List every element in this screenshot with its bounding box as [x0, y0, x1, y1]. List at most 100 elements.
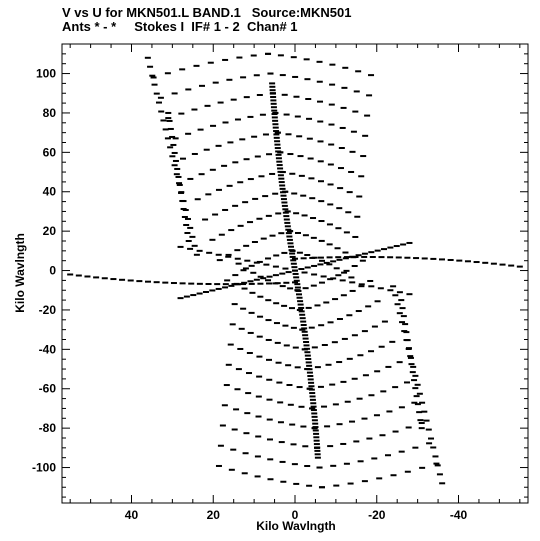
uv-sample [293, 279, 300, 282]
uv-sample [189, 235, 196, 238]
uv-sample [328, 123, 335, 126]
uv-sample [266, 398, 273, 401]
uv-sample [348, 276, 355, 279]
uv-sample [244, 259, 251, 262]
uv-sample [308, 385, 315, 388]
uv-sample [194, 198, 201, 201]
uv-sample [247, 331, 254, 334]
uv-sample [215, 144, 222, 147]
uv-sample [281, 304, 288, 307]
uv-sample [222, 121, 229, 124]
uv-sample [277, 174, 284, 177]
uv-sample [359, 259, 366, 262]
uv-sample [162, 128, 169, 131]
uv-sample [393, 245, 400, 248]
x-axis-label: Kilo Wavlngth [256, 519, 336, 533]
uv-sample [398, 299, 405, 302]
uv-sample [316, 80, 323, 83]
uv-sample [306, 137, 313, 140]
uv-sample [221, 164, 228, 167]
y-tick-label: -60 [39, 382, 57, 396]
uv-sample [302, 287, 309, 290]
uv-sample [287, 245, 294, 248]
uv-sample [310, 405, 317, 408]
uv-sample [352, 235, 359, 238]
uv-sample [223, 384, 230, 387]
uv-sample [180, 207, 187, 210]
uv-sample [294, 286, 301, 289]
uv-sample [282, 208, 289, 211]
uv-sample [279, 187, 286, 190]
uv-sample [247, 115, 254, 118]
uv-sample [299, 328, 306, 331]
uv-sample [191, 108, 198, 111]
uv-sample [243, 432, 250, 435]
uv-sample [242, 452, 249, 455]
uv-sample [281, 93, 288, 96]
uv-sample [272, 126, 279, 129]
uv-sample [294, 366, 301, 369]
uv-sample [300, 323, 307, 326]
uv-sample [236, 56, 243, 59]
uv-sample [314, 446, 321, 449]
uv-sample [232, 204, 239, 207]
uv-sample [301, 348, 308, 351]
uv-sample [269, 234, 276, 237]
uv-sample [283, 281, 290, 284]
uv-sample [286, 384, 293, 387]
uv-sample [336, 258, 343, 261]
uv-sample [361, 252, 368, 255]
uv-sample [404, 381, 411, 384]
uv-sample [207, 61, 214, 64]
uv-sample [265, 299, 272, 302]
uv-sample [155, 101, 162, 104]
uv-sample [275, 212, 282, 215]
uv-sample [361, 417, 368, 420]
uv-sample [384, 454, 391, 457]
uv-sample [278, 232, 285, 235]
uv-sample [172, 159, 179, 162]
uv-sample [305, 358, 312, 361]
uv-sample [482, 261, 489, 264]
uv-sample [279, 74, 286, 77]
y-tick-label: 60 [43, 145, 57, 159]
chart-subtitle: Ants * - * Stokes I IF# 1 - 2 Chan# 1 [62, 19, 298, 34]
uv-sample [172, 137, 179, 140]
uv-sample [169, 135, 176, 138]
uv-sample [374, 370, 381, 373]
uv-sample [292, 257, 298, 260]
uv-sample [279, 460, 286, 463]
uv-sample [362, 374, 369, 377]
uv-sample [165, 117, 172, 120]
uv-sample [358, 283, 365, 286]
uv-sample [340, 380, 347, 383]
uv-sample [317, 160, 324, 163]
uv-sample [327, 321, 334, 324]
uv-sample [287, 287, 294, 290]
uv-sample [309, 197, 316, 200]
uv-sample [311, 412, 318, 415]
uv-sample [400, 315, 407, 318]
uv-sample [341, 271, 348, 274]
x-tick-label: -20 [368, 508, 386, 522]
uv-sample [304, 354, 311, 357]
uv-sample [407, 355, 414, 358]
uv-sample [327, 203, 334, 206]
uv-sample [294, 289, 301, 292]
uv-sample [230, 98, 237, 101]
uv-sample [165, 111, 172, 114]
uv-sample [273, 136, 280, 139]
uv-sample [381, 320, 388, 323]
uv-sample [327, 183, 334, 186]
uv-sample [267, 72, 274, 75]
uv-sample [288, 307, 295, 310]
uv-sample [386, 410, 393, 413]
uv-sample [401, 330, 408, 333]
uv-sample [326, 243, 333, 246]
uv-sample [190, 294, 197, 297]
uv-sample [417, 419, 424, 422]
uv-sample [307, 375, 314, 378]
uv-sample [247, 221, 254, 224]
uv-sample [110, 278, 117, 281]
uv-sample [246, 351, 253, 354]
